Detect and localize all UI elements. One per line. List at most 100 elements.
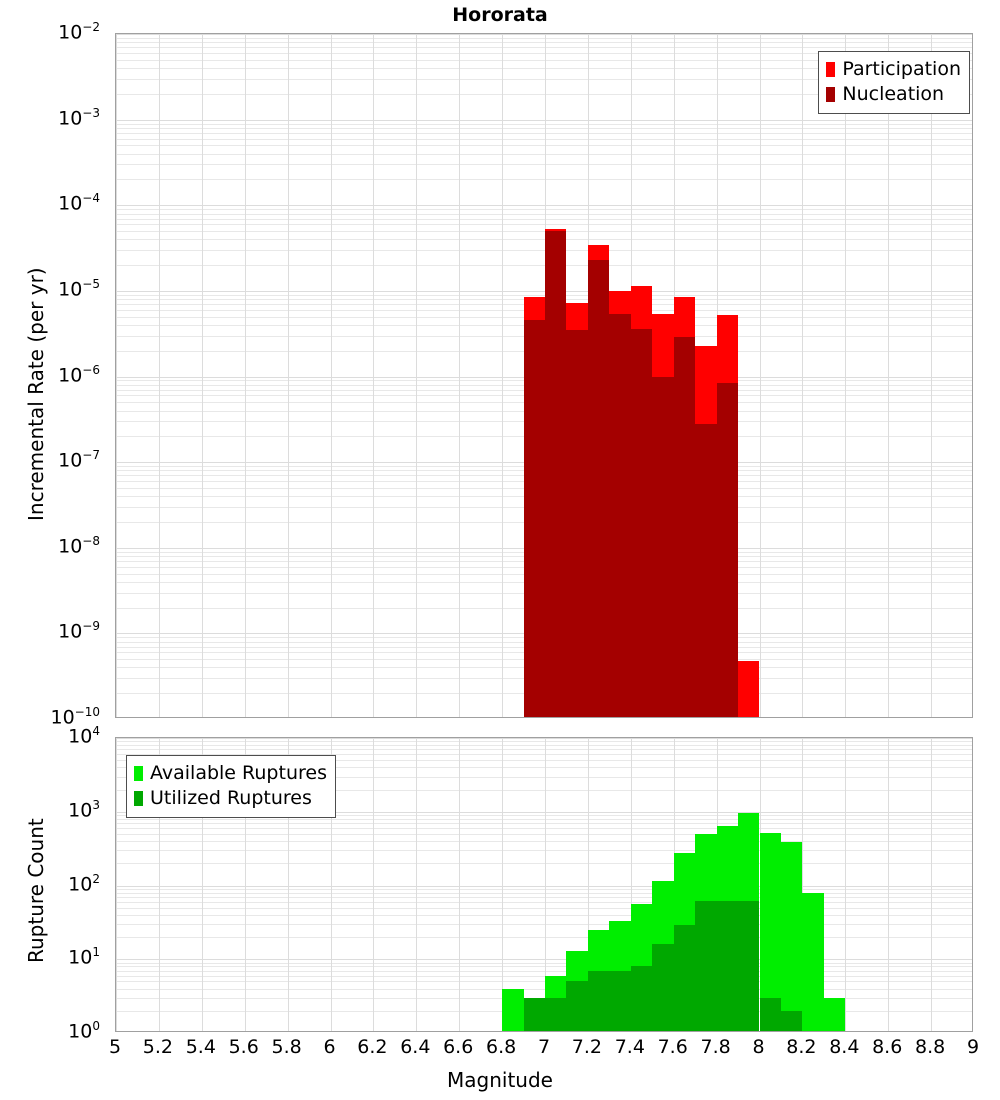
gridline-horizontal xyxy=(116,79,972,80)
bar-utilized-ruptures xyxy=(759,997,781,1031)
x-axis-tick-label: 7 xyxy=(537,1036,551,1058)
gridline-horizontal xyxy=(116,120,972,121)
x-axis-tick-label: 7.2 xyxy=(571,1036,602,1058)
gridline-vertical xyxy=(588,738,589,1031)
bottom-legend: Available Ruptures Utilized Ruptures xyxy=(126,755,336,818)
bar-utilized-ruptures xyxy=(609,970,631,1031)
legend-item-utilized-ruptures[interactable]: Utilized Ruptures xyxy=(134,786,327,811)
gridline-horizontal xyxy=(116,154,972,155)
gridline-horizontal xyxy=(116,886,972,887)
x-axis-tick-label: 5.6 xyxy=(228,1036,259,1058)
gridline-vertical xyxy=(802,34,803,717)
bar-utilized-ruptures xyxy=(566,981,588,1031)
gridline-vertical xyxy=(373,738,374,1031)
gridline-horizontal xyxy=(116,823,972,824)
gridline-horizontal xyxy=(116,760,972,761)
x-axis-tick-label: 7.8 xyxy=(700,1036,731,1058)
y-axis-tick-label: 101 xyxy=(68,945,100,969)
bar-available-ruptures xyxy=(759,833,781,1031)
gridline-horizontal xyxy=(116,976,972,977)
gridline-horizontal xyxy=(116,291,972,292)
gridline-vertical xyxy=(502,34,503,717)
x-axis-tick-label: 8 xyxy=(752,1036,765,1058)
x-axis-tick-label: 7.6 xyxy=(657,1036,688,1058)
y-axis-tick-label: 10−3 xyxy=(58,105,100,129)
gridline-vertical xyxy=(331,34,332,717)
bar-utilized-ruptures xyxy=(523,997,545,1031)
gridline-horizontal xyxy=(116,224,972,225)
gridline-horizontal xyxy=(116,963,972,964)
gridline-vertical xyxy=(459,34,460,717)
rupture-count-plot xyxy=(115,737,973,1032)
y-axis-tick-label: 10−4 xyxy=(58,191,100,215)
bar-available-ruptures xyxy=(823,997,846,1031)
gridline-horizontal xyxy=(116,179,972,180)
legend-label-available-ruptures: Available Ruptures xyxy=(150,762,327,784)
bar-nucleation xyxy=(545,231,567,717)
bar-nucleation xyxy=(523,319,545,717)
bar-utilized-ruptures xyxy=(545,997,567,1031)
gridline-horizontal xyxy=(116,749,972,750)
page-title: Hororata xyxy=(452,4,548,26)
x-axis-tick-label: 8.4 xyxy=(829,1036,860,1058)
gridline-horizontal xyxy=(116,38,972,39)
bar-nucleation xyxy=(587,259,610,717)
bar-nucleation xyxy=(652,376,674,717)
gridline-vertical xyxy=(159,738,160,1031)
y-axis-tick-label: 10−9 xyxy=(58,619,100,643)
legend-swatch-available-ruptures xyxy=(134,766,143,781)
bar-utilized-ruptures xyxy=(780,1010,803,1031)
gridline-horizontal xyxy=(116,53,972,54)
gridline-horizontal xyxy=(116,767,972,768)
top-y-axis-title: Incremental Rate (per yr) xyxy=(24,266,48,521)
gridline-vertical xyxy=(931,34,932,717)
gridline-horizontal xyxy=(116,937,972,938)
gridline-horizontal xyxy=(116,128,972,129)
gridline-vertical xyxy=(502,738,503,1031)
incremental-rate-plot xyxy=(115,33,973,718)
top-legend: Participation Nucleation xyxy=(818,51,970,114)
x-axis-tick-label: 5.8 xyxy=(271,1036,302,1058)
y-axis-tick-label: 102 xyxy=(68,871,100,895)
y-axis-tick-label: 10−7 xyxy=(58,448,100,472)
legend-label-nucleation: Nucleation xyxy=(842,83,945,105)
gridline-vertical xyxy=(802,738,803,1031)
bar-utilized-ruptures xyxy=(738,900,760,1031)
gridline-vertical xyxy=(845,34,846,717)
gridline-horizontal xyxy=(116,981,972,982)
gridline-horizontal xyxy=(116,124,972,125)
bar-nucleation xyxy=(630,328,653,717)
gridline-horizontal xyxy=(116,834,972,835)
gridline-horizontal xyxy=(116,819,972,820)
gridline-horizontal xyxy=(116,893,972,894)
gridline-horizontal xyxy=(116,889,972,890)
gridline-horizontal xyxy=(116,863,972,864)
gridline-horizontal xyxy=(116,754,972,755)
bar-utilized-ruptures xyxy=(673,925,696,1031)
y-axis-tick-label: 10−10 xyxy=(50,705,100,729)
bar-available-ruptures xyxy=(802,892,824,1031)
gridline-horizontal xyxy=(116,902,972,903)
x-axis-tick-label: 8.8 xyxy=(914,1036,946,1058)
gridline-vertical xyxy=(845,738,846,1031)
legend-item-nucleation[interactable]: Nucleation xyxy=(826,82,961,107)
gridline-horizontal xyxy=(116,850,972,851)
gridline-horizontal xyxy=(116,42,972,43)
gridline-horizontal xyxy=(116,205,972,206)
x-axis-tick-label: 5.4 xyxy=(185,1036,216,1058)
x-axis-tick-label: 6.4 xyxy=(400,1036,431,1058)
bottom-y-axis-title: Rupture Count xyxy=(24,817,48,963)
gridline-horizontal xyxy=(116,812,972,813)
gridline-horizontal xyxy=(116,265,972,266)
bar-nucleation xyxy=(566,329,588,717)
legend-item-participation[interactable]: Participation xyxy=(826,57,961,82)
legend-swatch-nucleation xyxy=(826,87,836,102)
x-axis-tick-label: 8.6 xyxy=(872,1036,903,1058)
y-axis-tick-label: 10−5 xyxy=(58,276,100,301)
gridline-horizontal xyxy=(116,214,972,215)
gridline-horizontal xyxy=(116,219,972,220)
bar-participation xyxy=(738,660,760,717)
x-axis-title: Magnitude xyxy=(447,1068,553,1092)
legend-item-available-ruptures[interactable]: Available Ruptures xyxy=(134,761,327,786)
legend-swatch-utilized-ruptures xyxy=(134,791,143,806)
